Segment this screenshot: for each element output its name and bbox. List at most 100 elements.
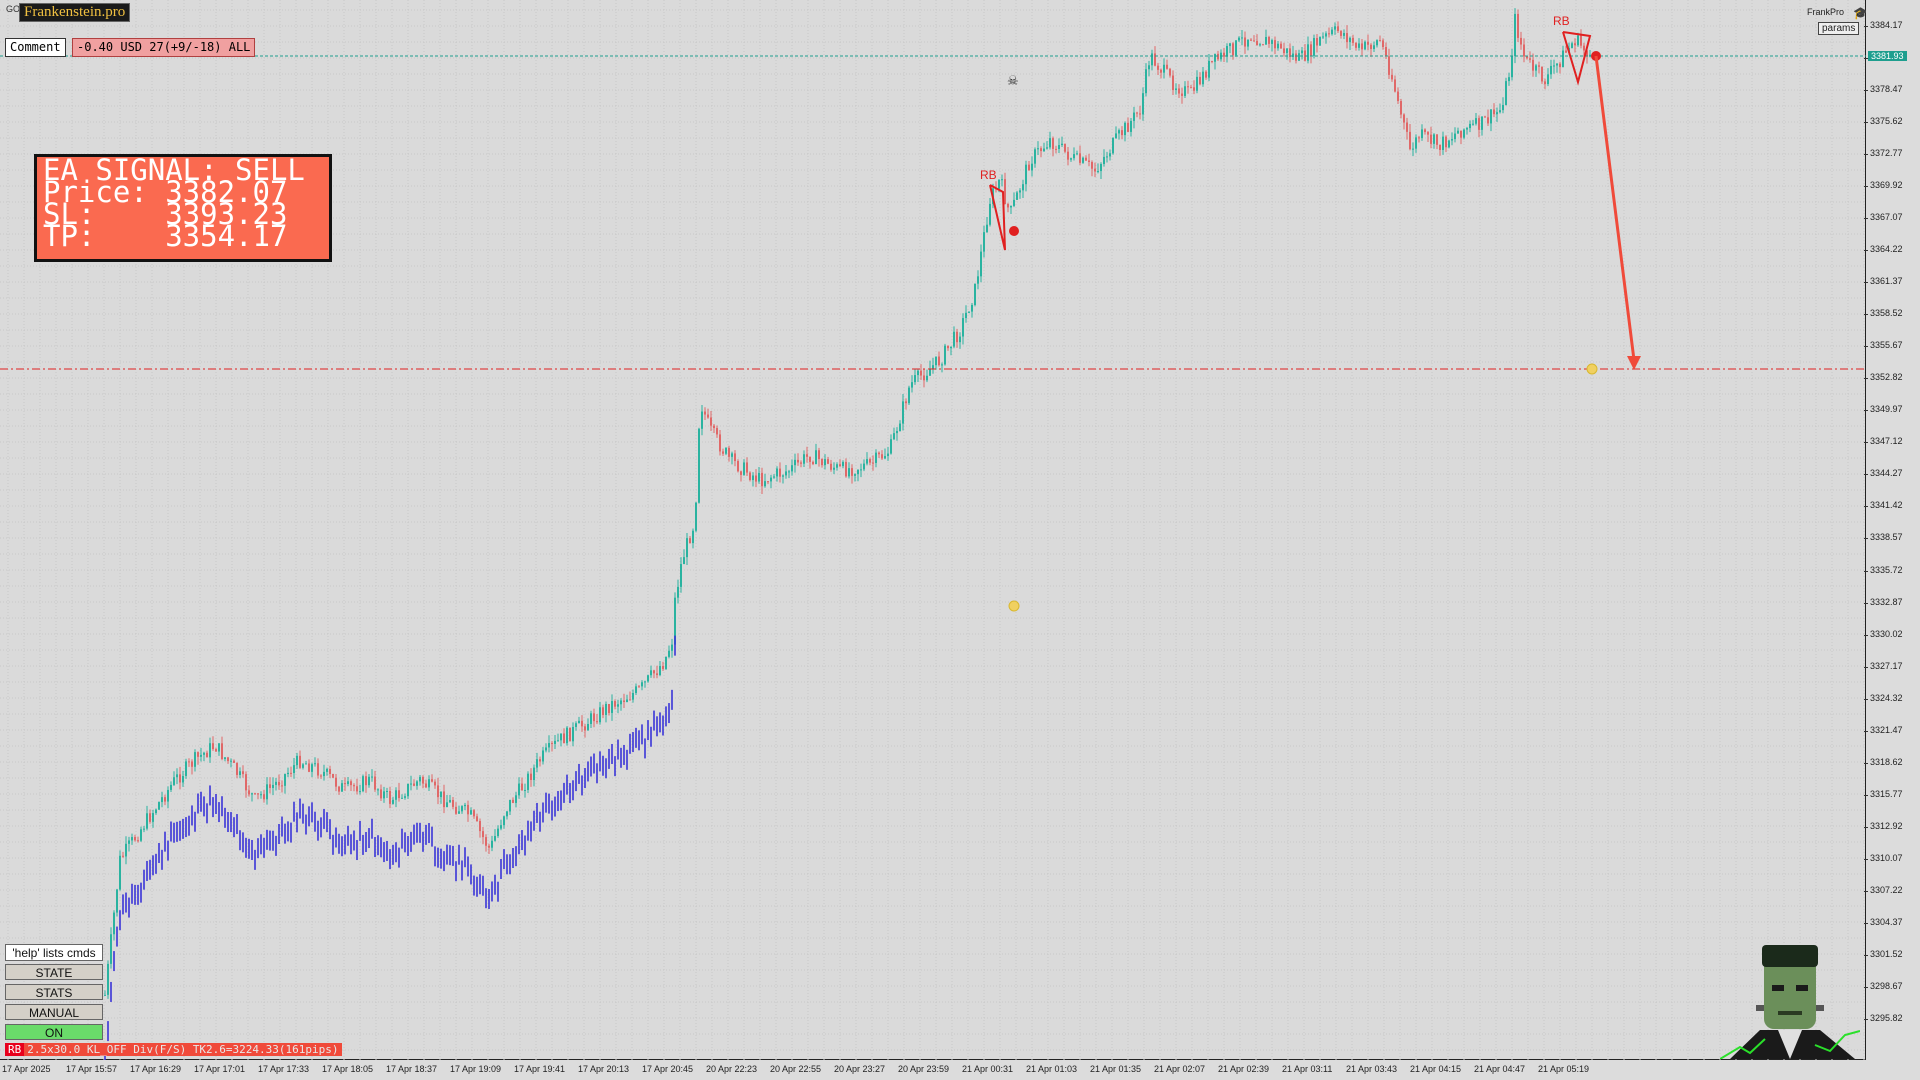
candle-body: [914, 375, 916, 383]
candle-body: [905, 401, 907, 404]
brand-logo[interactable]: Frankenstein.pro: [19, 3, 131, 22]
candle-body: [452, 799, 454, 807]
candle-body: [680, 564, 682, 587]
candle-body: [356, 786, 358, 792]
candle-body: [923, 375, 925, 381]
candle-body: [1343, 33, 1345, 36]
candle-body: [275, 781, 277, 785]
candle-body: [1175, 88, 1177, 91]
candle-body: [881, 454, 883, 459]
price-tick-label: 3335.72: [1864, 564, 1903, 575]
candle-body: [809, 456, 811, 462]
candle-body: [662, 666, 664, 669]
price-tick-label: 3372.77: [1864, 148, 1903, 159]
candle-body: [827, 459, 829, 464]
candle-body: [146, 813, 148, 829]
candle-body: [629, 699, 631, 701]
candle-body: [953, 331, 955, 347]
candle-body: [122, 855, 124, 857]
candle-body: [260, 794, 262, 796]
candle-body: [1094, 168, 1096, 172]
candle-body: [1130, 120, 1132, 132]
candle-body: [557, 740, 559, 742]
candle-body: [1217, 53, 1219, 60]
help-button[interactable]: 'help' lists cmds: [5, 944, 103, 961]
candle-body: [1241, 37, 1243, 39]
candle-body: [755, 475, 757, 482]
manual-button[interactable]: MANUAL: [5, 1004, 103, 1020]
candle-body: [242, 771, 244, 775]
price-tick-label: 3301.52: [1864, 948, 1903, 959]
candle-body: [158, 802, 160, 810]
candle-body: [803, 454, 805, 464]
candle-body: [1142, 93, 1144, 115]
time-tick-label: 20 Apr 22:55: [770, 1064, 822, 1074]
candle-body: [974, 283, 976, 305]
time-tick-label: 20 Apr 23:59: [898, 1064, 950, 1074]
candle-body: [587, 723, 589, 731]
on-toggle-button[interactable]: ON: [5, 1024, 103, 1040]
price-tick-label: 3332.87: [1864, 596, 1903, 607]
candle-body: [836, 464, 838, 468]
candle-body: [380, 789, 382, 799]
candle-body: [989, 203, 991, 225]
candle-body: [1349, 37, 1351, 43]
candle-body: [257, 793, 259, 795]
candle-body: [710, 417, 712, 426]
candle-body: [1439, 144, 1441, 150]
candle-body: [446, 802, 448, 808]
candle-body: [767, 481, 769, 483]
candle-body: [1466, 128, 1468, 130]
symbol-label: GO: [6, 4, 21, 14]
candle-body: [1529, 58, 1531, 60]
candle-body: [899, 423, 901, 432]
candle-body: [1031, 163, 1033, 171]
candle-body: [773, 476, 775, 478]
current-price-badge: 3381.93: [1868, 51, 1907, 61]
candle-body: [1316, 38, 1318, 46]
stats-button[interactable]: STATS: [5, 984, 103, 1000]
status-strip: RB 2.5x30.0 KL_OFF Div(F/S) TK2.6=3224.33…: [5, 1043, 342, 1057]
candle-body: [299, 755, 301, 768]
candle-body: [404, 796, 406, 798]
state-button[interactable]: STATE: [5, 964, 103, 980]
candle-body: [665, 656, 667, 669]
comment-button[interactable]: Comment: [5, 38, 66, 57]
candle-body: [1025, 164, 1027, 185]
graduation-cap-icon[interactable]: 🎓: [1853, 6, 1868, 20]
candle-body: [1022, 184, 1024, 191]
candle-body: [1292, 53, 1294, 57]
candle-body: [857, 469, 859, 475]
candle-body: [401, 797, 403, 799]
candle-body: [1064, 143, 1066, 152]
candle-body: [509, 799, 511, 812]
candle-body: [875, 452, 877, 463]
candle-body: [1541, 66, 1543, 82]
candle-body: [926, 375, 928, 381]
candle-body: [674, 597, 676, 645]
candle-body: [644, 681, 646, 683]
time-tick-label: 21 Apr 04:47: [1474, 1064, 1526, 1074]
target-marker: [1586, 363, 1598, 375]
candle-body: [281, 785, 283, 787]
candle-body: [479, 821, 481, 832]
candle-body: [878, 452, 880, 455]
candle-body: [230, 760, 232, 762]
candle-body: [185, 761, 187, 776]
price-tick-label: 3341.42: [1864, 500, 1903, 511]
candle-body: [254, 793, 256, 795]
candle-body: [488, 845, 490, 848]
candle-body: [287, 772, 289, 775]
candle-body: [1187, 86, 1189, 88]
candle-body: [968, 311, 970, 313]
frankpro-label: FrankPro: [1807, 7, 1845, 17]
time-tick-label: 17 Apr 19:09: [450, 1064, 502, 1074]
candle-body: [707, 414, 709, 418]
params-button[interactable]: params: [1818, 22, 1860, 35]
candle-body: [1565, 50, 1567, 53]
candle-body: [1538, 65, 1540, 67]
candle-body: [1448, 140, 1450, 148]
candle-body: [1085, 157, 1087, 161]
candle-body: [563, 733, 565, 744]
candle-body: [425, 783, 427, 788]
